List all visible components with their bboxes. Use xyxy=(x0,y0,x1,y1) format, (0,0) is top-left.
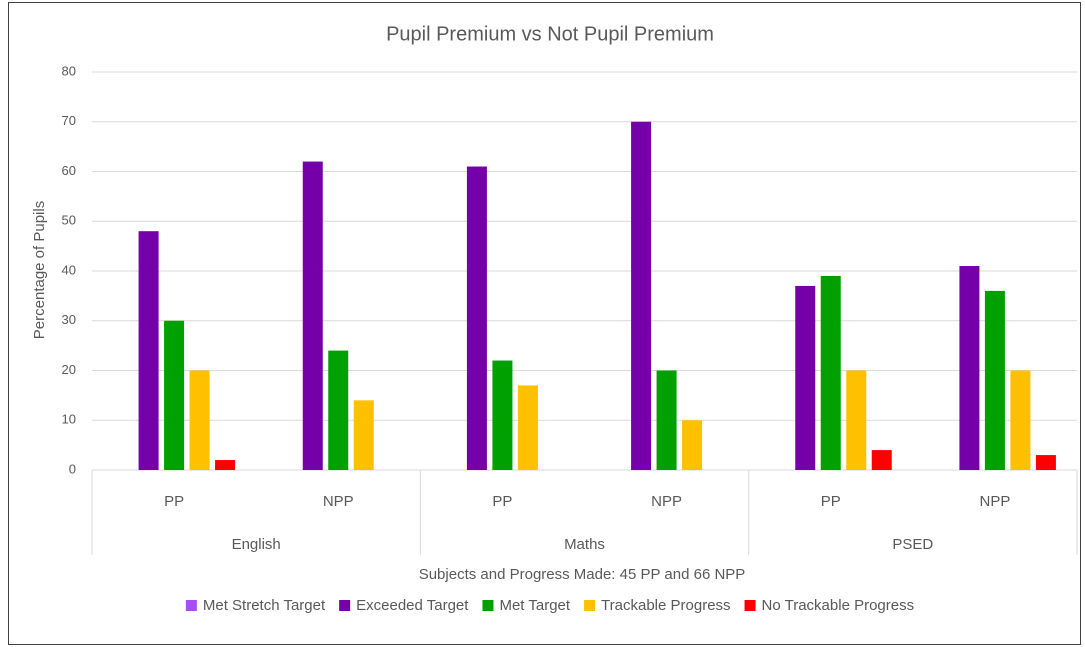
bar xyxy=(820,275,841,470)
x-tick-label: PP xyxy=(492,493,512,510)
x-axis-title: Subjects and Progress Made: 45 PP and 66… xyxy=(419,566,746,583)
bar xyxy=(328,350,349,470)
bar xyxy=(353,400,374,470)
legend-marker xyxy=(584,600,596,611)
legend-marker xyxy=(744,600,756,611)
group-label: PSED xyxy=(892,536,933,553)
x-tick-label: NPP xyxy=(651,493,682,510)
bar xyxy=(189,370,210,470)
legend-label: Met Stretch Target xyxy=(203,597,326,614)
bar xyxy=(1010,370,1031,470)
bar xyxy=(984,290,1005,470)
legend-label: Exceeded Target xyxy=(356,597,469,614)
bar xyxy=(682,420,703,470)
bar xyxy=(656,370,677,470)
x-tick-label: PP xyxy=(164,493,184,510)
bar xyxy=(959,266,980,470)
y-axis-title: Percentage of Pupils xyxy=(31,201,48,339)
legend-marker xyxy=(339,600,351,611)
y-tick-label: 0 xyxy=(69,461,76,476)
x-tick-label: PP xyxy=(821,493,841,510)
x-tick-label: NPP xyxy=(979,493,1010,510)
legend-label: Trackable Progress xyxy=(601,597,731,614)
bar xyxy=(138,231,159,470)
bar xyxy=(492,360,513,470)
bar xyxy=(215,460,236,470)
group-label: English xyxy=(232,536,281,553)
bar xyxy=(1035,455,1056,470)
legend-label: No Trackable Progress xyxy=(762,597,915,614)
y-tick-label: 60 xyxy=(62,163,76,178)
chart-border xyxy=(8,2,1081,645)
bar xyxy=(517,385,538,470)
chart-title: Pupil Premium vs Not Pupil Premium xyxy=(386,23,714,45)
y-tick-label: 30 xyxy=(62,312,76,327)
bar xyxy=(302,161,323,471)
y-tick-label: 40 xyxy=(62,262,76,277)
y-tick-label: 20 xyxy=(62,362,76,377)
y-tick-label: 80 xyxy=(62,63,76,78)
legend-marker xyxy=(482,600,494,611)
bar xyxy=(795,285,816,470)
legend-label: Met Target xyxy=(499,597,570,614)
y-tick-label: 10 xyxy=(62,412,76,427)
y-tick-label: 70 xyxy=(62,113,76,128)
bar xyxy=(631,121,652,470)
bar xyxy=(846,370,867,470)
bar xyxy=(164,320,185,470)
x-tick-label: NPP xyxy=(323,493,354,510)
y-tick-label: 50 xyxy=(62,213,76,228)
bar xyxy=(871,450,892,470)
group-label: Maths xyxy=(564,536,605,553)
bar xyxy=(466,166,487,470)
legend-marker xyxy=(185,600,197,611)
